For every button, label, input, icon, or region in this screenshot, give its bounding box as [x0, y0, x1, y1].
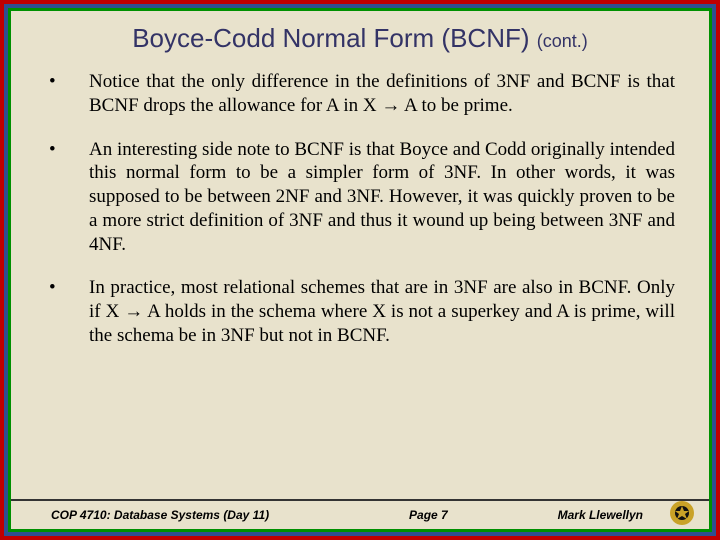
slide-title: Boyce-Codd Normal Form (BCNF) (cont.)	[45, 23, 675, 54]
bullet-marker: •	[45, 276, 89, 347]
title-main: Boyce-Codd Normal Form (BCNF)	[132, 23, 529, 53]
mid-border: Boyce-Codd Normal Form (BCNF) (cont.) • …	[4, 4, 716, 536]
bullet-text: An interesting side note to BCNF is that…	[89, 138, 675, 257]
bullet-marker: •	[45, 70, 89, 118]
bullet-marker: •	[45, 138, 89, 257]
list-item: • Notice that the only difference in the…	[45, 70, 675, 118]
ucf-logo-icon	[669, 500, 695, 526]
title-cont: (cont.)	[537, 31, 588, 51]
inner-border: Boyce-Codd Normal Form (BCNF) (cont.) • …	[8, 8, 712, 532]
outer-border: Boyce-Codd Normal Form (BCNF) (cont.) • …	[0, 0, 720, 540]
footer-page: Page 7	[269, 508, 558, 522]
footer-course: COP 4710: Database Systems (Day 11)	[51, 508, 269, 522]
bullet-list: • Notice that the only difference in the…	[45, 70, 675, 348]
list-item: • An interesting side note to BCNF is th…	[45, 138, 675, 257]
slide-footer: COP 4710: Database Systems (Day 11) Page…	[11, 499, 709, 529]
bullet-text: In practice, most relational schemes tha…	[89, 276, 675, 347]
slide-body: Boyce-Codd Normal Form (BCNF) (cont.) • …	[11, 11, 709, 529]
bullet-text: Notice that the only difference in the d…	[89, 70, 675, 118]
list-item: • In practice, most relational schemes t…	[45, 276, 675, 347]
